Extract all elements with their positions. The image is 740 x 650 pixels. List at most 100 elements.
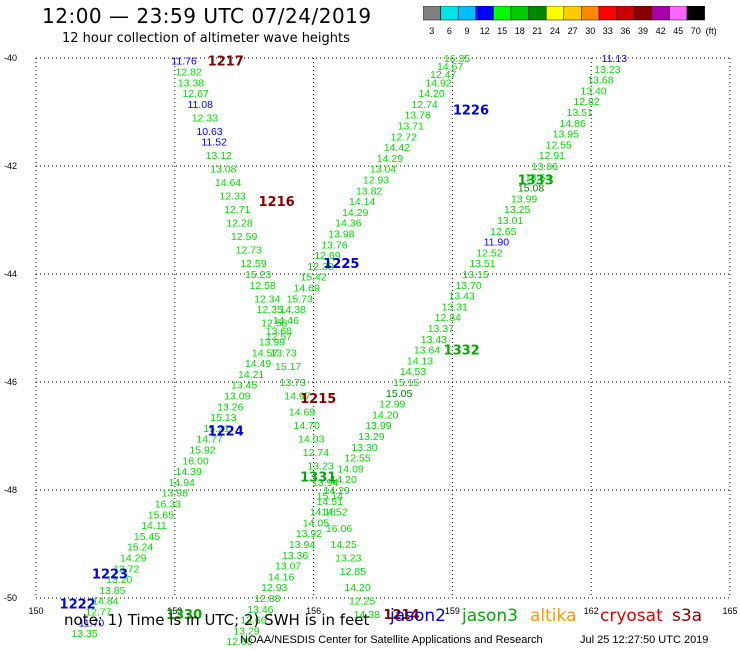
colorbar-tick: 42: [656, 26, 666, 36]
colorbar-unit: (ft): [706, 26, 717, 36]
wave-height-value: 13.38: [178, 77, 204, 89]
colorbar-tick: 21: [532, 26, 542, 36]
wave-height-value: 15.15: [393, 377, 419, 389]
wave-height-value: 12.67: [182, 88, 208, 100]
y-tick-label: -46: [4, 377, 17, 387]
pass-label: 1217: [208, 55, 244, 70]
pass-label: 1331: [300, 471, 336, 486]
wave-height-value: 14.57: [252, 347, 278, 359]
wave-height-value: 14.52: [321, 507, 347, 519]
wave-height-value: 13.51: [469, 258, 495, 270]
wave-height-value: 14.03: [298, 434, 324, 446]
wave-height-value: 11.76: [171, 56, 197, 68]
wave-height-value: 13.25: [504, 204, 530, 216]
wave-height-value: 14.69: [289, 407, 315, 419]
wave-height-value: 12.58: [261, 318, 287, 330]
wave-height-value: 13.23: [307, 461, 333, 473]
wave-height-value: 13.07: [275, 561, 301, 573]
wave-height-value: 13.23: [335, 553, 361, 565]
wave-height-value: 13.68: [587, 75, 613, 87]
wave-height-value: 13.70: [455, 280, 481, 292]
colorbar-tick: 27: [568, 26, 578, 36]
wave-height-value: 16.06: [326, 523, 352, 535]
wave-height-value: 14.94: [169, 477, 195, 489]
wave-height-value: 11.70: [79, 617, 105, 629]
wave-height-value: 15.65: [148, 509, 174, 521]
wave-height-value: 14.11: [141, 520, 167, 532]
colorbar-tick: 9: [464, 26, 469, 36]
wave-height-value: 14.29: [324, 485, 350, 497]
wave-height-value: 13.73: [280, 377, 306, 389]
chart-title: 12:00 — 23:59 UTC 07/24/2019: [42, 4, 372, 28]
wave-height-value: 13.68: [266, 326, 292, 338]
wave-height-value: 14.16: [268, 571, 294, 583]
wave-height-value: 11.52: [201, 137, 227, 149]
wave-height-value: 14.86: [560, 118, 586, 130]
wave-height-value: 13.12: [206, 150, 232, 162]
wave-height-value: 12.91: [539, 150, 565, 162]
wave-height-value: 13.36: [282, 550, 308, 562]
wave-height-value: 13.82: [356, 185, 382, 197]
wave-height-value: 14.77: [196, 434, 222, 446]
pass-label: 1223: [92, 568, 128, 583]
colorbar-tick: 39: [638, 26, 648, 36]
wave-height-value: 12.33: [192, 112, 218, 124]
wave-height-value: 13.86: [532, 161, 558, 173]
wave-height-value: 12.38: [307, 261, 333, 273]
wave-height-value: 13.30: [351, 442, 377, 454]
wave-height-value: 13.04: [370, 164, 396, 176]
wave-height-value: 15.13: [210, 412, 236, 424]
wave-height-value: 14.92: [425, 77, 451, 89]
wave-height-value: 12.74: [411, 99, 437, 111]
wave-height-value: 12.74: [303, 447, 329, 459]
wave-height-value: 14.18: [310, 507, 336, 519]
credit-line: NOAA/NESDIS Center for Satellite Applica…: [240, 634, 543, 646]
wave-height-value: 14.13: [407, 355, 433, 367]
wave-height-value: 14.14: [349, 196, 375, 208]
wave-height-value: 15.73: [287, 293, 313, 305]
y-tick-label: -44: [4, 269, 17, 279]
wave-height-value: 13.29: [358, 431, 384, 443]
legend-jason3: jason3: [462, 606, 518, 626]
wave-height-value: 12.65: [490, 226, 516, 238]
wave-height-value: 13.43: [421, 334, 447, 346]
wave-height-value: 13.31: [442, 301, 468, 313]
wave-height-value: 15.21: [203, 423, 229, 435]
x-tick-label: 150: [28, 606, 43, 616]
legend-jason2: jason2: [390, 606, 446, 626]
wave-height-value: 14.20: [344, 582, 370, 594]
wave-height-value: 14.20: [331, 474, 357, 486]
wave-height-value: 12.88: [226, 636, 252, 648]
wave-height-value: 14.29: [377, 153, 403, 165]
colorbar-tick: 6: [447, 26, 452, 36]
wave-height-value: 13.76: [321, 239, 347, 251]
wave-height-value: 13.98: [328, 229, 354, 241]
wave-height-value: 11.13: [602, 53, 628, 65]
wave-height-value: 13.92: [296, 528, 322, 540]
wave-height-value: 13.43: [449, 291, 475, 303]
wave-height-value: 14.38: [280, 304, 306, 316]
wave-height-value: 13.95: [553, 129, 579, 141]
pass-label: 1214: [383, 608, 419, 623]
colorbar-tick: 30: [585, 26, 595, 36]
y-tick-label: -48: [4, 485, 17, 495]
wave-height-value: 13.29: [233, 625, 259, 637]
wave-height-value: 14.49: [245, 358, 271, 370]
wave-height-value: 12.28: [226, 218, 252, 230]
wave-height-value: 12.73: [236, 245, 262, 257]
wave-height-value: 13.35: [71, 628, 97, 640]
legend-altika: altika: [530, 606, 577, 626]
wave-height-value: 15.92: [189, 445, 215, 457]
wave-height-value: 14.38: [354, 609, 380, 621]
x-tick-label: 153: [167, 606, 182, 616]
wave-height-value: 12.82: [176, 67, 202, 79]
wave-height-value: 14.84: [92, 596, 118, 608]
wave-height-value: 14.53: [400, 366, 426, 378]
wave-height-value: 13.01: [497, 215, 523, 227]
wave-height-value: 13.37: [428, 323, 454, 335]
wave-height-value: 15.23: [245, 269, 271, 281]
wave-height-value: 13.46: [247, 604, 273, 616]
wave-height-value: 13.15: [462, 269, 488, 281]
wave-height-value: 13.66: [240, 615, 266, 627]
